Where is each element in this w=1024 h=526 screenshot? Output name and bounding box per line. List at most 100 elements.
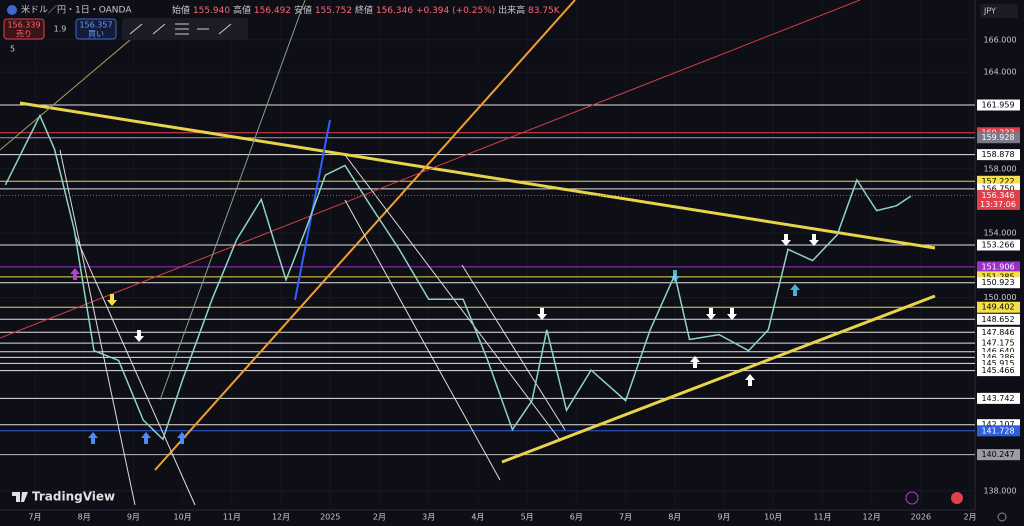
ohlc-value: 156.492 (254, 6, 291, 16)
arrow-up (70, 268, 80, 280)
level-label-box (977, 277, 1020, 289)
level-label-box (977, 337, 1020, 349)
x-tick-label: 2月 (373, 513, 386, 522)
level-label: 145.915 (981, 359, 1014, 368)
y-tick-label: 158.000 (983, 164, 1016, 173)
arrow-down (781, 234, 791, 246)
volume: 83.75K (528, 6, 561, 16)
countdown: 13:37:06 (980, 200, 1016, 209)
level-label: 159.928 (981, 133, 1014, 142)
change: +0.394 (+0.25%) (416, 6, 495, 16)
ohlc-value: 155.752 (315, 6, 352, 16)
level-label-box (977, 326, 1020, 338)
y-tick-label: 164.000 (983, 68, 1016, 77)
level-label-box (977, 351, 1020, 363)
trend-line (501, 294, 936, 464)
level-label-box (977, 132, 1020, 144)
x-tick-label: 5月 (521, 513, 534, 522)
ohlc-value: 156.346 (376, 6, 413, 16)
arrow-down (537, 308, 547, 320)
buy-price: 156.357 (79, 21, 112, 30)
level-label-box (977, 149, 1020, 161)
channel-line (344, 154, 561, 441)
last-price-box (977, 189, 1020, 210)
x-tick-label: 10月 (764, 513, 782, 522)
arrow-up (690, 356, 700, 368)
level-label: 143.742 (981, 394, 1014, 403)
icon[interactable] (905, 491, 919, 505)
channel-line (59, 149, 136, 506)
x-tick-label: 7月 (28, 513, 41, 522)
toolbar-icons[interactable] (129, 23, 232, 35)
settings-icon[interactable] (997, 512, 1007, 522)
level-label-box (977, 313, 1020, 325)
icon[interactable] (951, 492, 963, 504)
price-line (4, 113, 912, 441)
x-tick-label: 11月 (813, 513, 831, 522)
sell-label: 売り (16, 29, 32, 39)
y-tick-label: 138.000 (983, 486, 1016, 495)
currency-box[interactable] (980, 4, 1018, 18)
arrow-down (727, 308, 737, 320)
trend-line (154, 0, 576, 471)
sell-button[interactable] (3, 18, 45, 40)
markers (70, 234, 819, 444)
x-tick-label: 8月 (78, 513, 91, 522)
arrow-up (141, 432, 151, 444)
y-tick-label: 166.000 (983, 35, 1016, 44)
ohlc-label: 安値 (294, 4, 312, 16)
x-tick-label: 12月 (272, 513, 290, 522)
level-label: 150.923 (981, 278, 1014, 287)
level-label-box (977, 183, 1020, 195)
channel-line (344, 199, 501, 481)
level-label: 142.107 (981, 420, 1014, 429)
ohlc-label: 始値 (172, 4, 190, 16)
buy-button[interactable] (75, 18, 117, 40)
channel-line (461, 264, 566, 431)
channel-line (0, 39, 131, 151)
level-label: 158.878 (981, 150, 1014, 159)
y-tick-label: 150.000 (983, 293, 1016, 302)
level-label: 146.640 (981, 347, 1014, 356)
x-tick-label: 8月 (668, 513, 681, 522)
level-label: 146.286 (981, 353, 1014, 362)
level-label: 147.175 (981, 339, 1014, 348)
volume-label: 出来高 (498, 4, 525, 16)
level-label: 141.728 (981, 426, 1014, 435)
level-label: 148.652 (981, 315, 1014, 324)
level-label-box (977, 271, 1020, 283)
x-tick-label: 4月 (471, 513, 484, 522)
x-tick-label: 9月 (717, 513, 730, 522)
level-label-box (977, 239, 1020, 251)
ohlc: 始値 155.940 高値 156.492 安値 155.752 終値 156.… (172, 4, 561, 16)
level-label: 151.285 (981, 272, 1014, 281)
arrow-down (706, 308, 716, 320)
level-label: 153.266 (981, 240, 1014, 249)
level-label: 149.402 (981, 303, 1014, 312)
arrow-up (790, 284, 800, 296)
level-label-box (977, 449, 1020, 461)
level-label: 151.906 (981, 262, 1014, 271)
x-tick-label: 6月 (570, 513, 583, 522)
level-label: 147.846 (981, 328, 1014, 337)
currency: JPY (983, 7, 996, 16)
level-label: 140.247 (981, 450, 1014, 459)
level-label: 156.750 (981, 184, 1014, 193)
indicator-count[interactable]: 5 (10, 45, 15, 54)
logo (12, 492, 28, 502)
ohlc-label: 高値 (233, 4, 251, 16)
trend-line (0, 0, 861, 339)
symbol: 米ドル／円・1日・OANDA (21, 4, 132, 16)
y-tick-label: 154.000 (983, 229, 1016, 238)
spread: 1.9 (54, 25, 67, 34)
level-label-box (977, 301, 1020, 313)
ohlc-label: 終値 (355, 4, 373, 16)
level-label-box (977, 175, 1020, 187)
buy-label: 買い (88, 30, 104, 39)
x-tick-label: 2026 (911, 513, 931, 522)
x-tick-label: 10月 (174, 513, 192, 522)
arrow-down (107, 294, 117, 306)
sell-price: 156.339 (7, 21, 40, 30)
